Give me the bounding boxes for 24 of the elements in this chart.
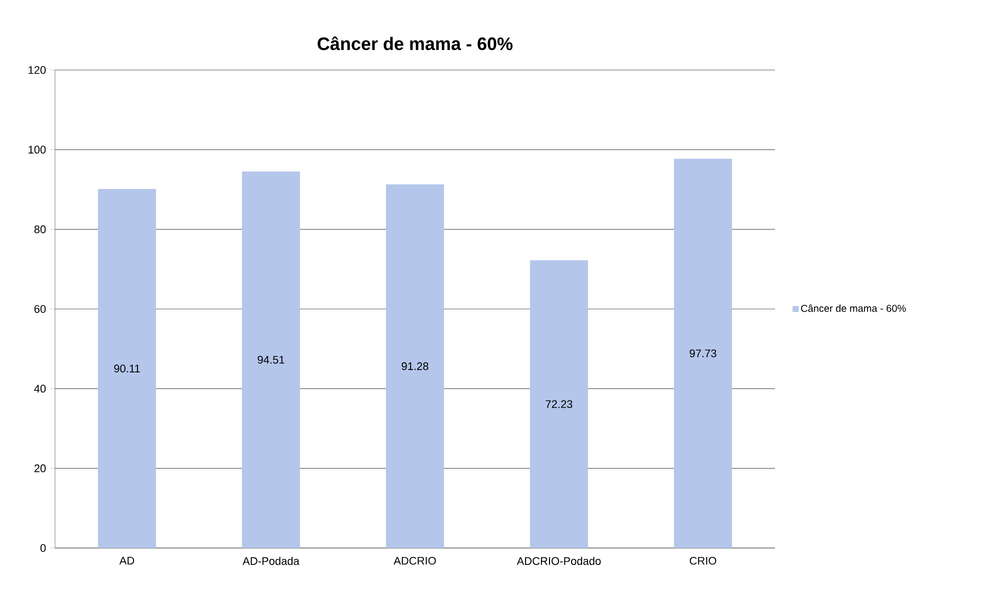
data-label: 90.11 [114, 364, 140, 372]
bar [530, 260, 588, 548]
x-tick-label: AD-Podada [242, 556, 300, 565]
chart-title: Câncer de mama - 60% [318, 36, 513, 50]
legend-label: Câncer de mama - 60% [801, 304, 906, 312]
bar [386, 184, 444, 548]
x-tick-label: ADCRIO [394, 556, 436, 565]
data-label: 91.28 [402, 362, 428, 370]
data-label: 94.51 [258, 356, 284, 364]
x-tick-label: AD [119, 556, 134, 564]
y-tick-label: 100 [28, 146, 46, 154]
y-tick-label: 80 [34, 225, 46, 234]
data-label: 72.23 [546, 400, 572, 408]
y-tick-label: 0 [40, 544, 46, 552]
data-label: 97.73 [690, 349, 716, 358]
y-tick-label: 40 [34, 384, 46, 393]
bar [98, 189, 156, 548]
bar [674, 158, 732, 548]
y-tick-label: 60 [34, 305, 46, 313]
x-tick-label: ADCRIO-Podado [516, 556, 601, 565]
x-tick-label: CRIO [690, 556, 716, 565]
bar [242, 172, 300, 548]
y-tick-label: 120 [28, 66, 46, 74]
y-tick-label: 20 [34, 464, 46, 472]
